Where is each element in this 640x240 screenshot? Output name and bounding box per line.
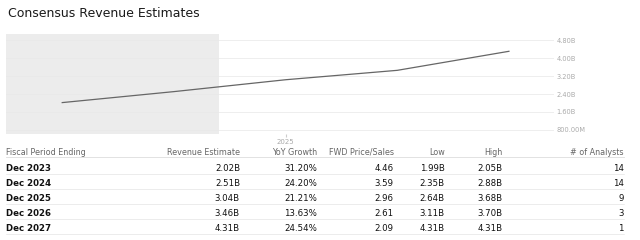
Text: Dec 2025: Dec 2025: [6, 194, 51, 203]
Text: 3.70B: 3.70B: [477, 209, 502, 218]
Text: 3: 3: [618, 209, 624, 218]
Text: 1: 1: [618, 224, 624, 233]
Text: 3.46B: 3.46B: [215, 209, 240, 218]
Text: 3.68B: 3.68B: [477, 194, 502, 203]
Text: High: High: [484, 148, 502, 156]
Text: Fiscal Period Ending: Fiscal Period Ending: [6, 148, 86, 156]
Text: 14: 14: [613, 164, 624, 173]
Text: Low: Low: [429, 148, 445, 156]
Text: 2.05B: 2.05B: [477, 164, 502, 173]
Text: 2.51B: 2.51B: [215, 179, 240, 188]
Text: 2.35B: 2.35B: [420, 179, 445, 188]
Text: 3.59: 3.59: [374, 179, 394, 188]
Text: 4.46: 4.46: [374, 164, 394, 173]
Text: 21.21%: 21.21%: [284, 194, 317, 203]
Text: Revenue Estimate: Revenue Estimate: [167, 148, 240, 156]
Text: 3.11B: 3.11B: [420, 209, 445, 218]
Text: 3.04B: 3.04B: [215, 194, 240, 203]
Text: 2.64B: 2.64B: [420, 194, 445, 203]
Text: 2.61: 2.61: [374, 209, 394, 218]
Text: Dec 2027: Dec 2027: [6, 224, 52, 233]
Text: 4.31B: 4.31B: [477, 224, 502, 233]
Text: Dec 2024: Dec 2024: [6, 179, 52, 188]
Bar: [6, 34, 219, 134]
Text: 24.20%: 24.20%: [284, 179, 317, 188]
Text: 2.02B: 2.02B: [215, 164, 240, 173]
Text: 4.31B: 4.31B: [215, 224, 240, 233]
Text: 2.88B: 2.88B: [477, 179, 502, 188]
Text: FWD Price/Sales: FWD Price/Sales: [328, 148, 394, 156]
Text: 1.99B: 1.99B: [420, 164, 445, 173]
Text: YoY Growth: YoY Growth: [271, 148, 317, 156]
Text: Dec 2026: Dec 2026: [6, 209, 51, 218]
Text: Consensus Revenue Estimates: Consensus Revenue Estimates: [8, 7, 199, 20]
Text: 2.09: 2.09: [374, 224, 394, 233]
Text: 14: 14: [613, 179, 624, 188]
Text: 24.54%: 24.54%: [284, 224, 317, 233]
Text: 31.20%: 31.20%: [284, 164, 317, 173]
Text: 4.31B: 4.31B: [420, 224, 445, 233]
Text: 9: 9: [619, 194, 624, 203]
Text: 2.96: 2.96: [374, 194, 394, 203]
Text: 13.63%: 13.63%: [284, 209, 317, 218]
Text: # of Analysts: # of Analysts: [570, 148, 624, 156]
Text: Dec 2023: Dec 2023: [6, 164, 51, 173]
